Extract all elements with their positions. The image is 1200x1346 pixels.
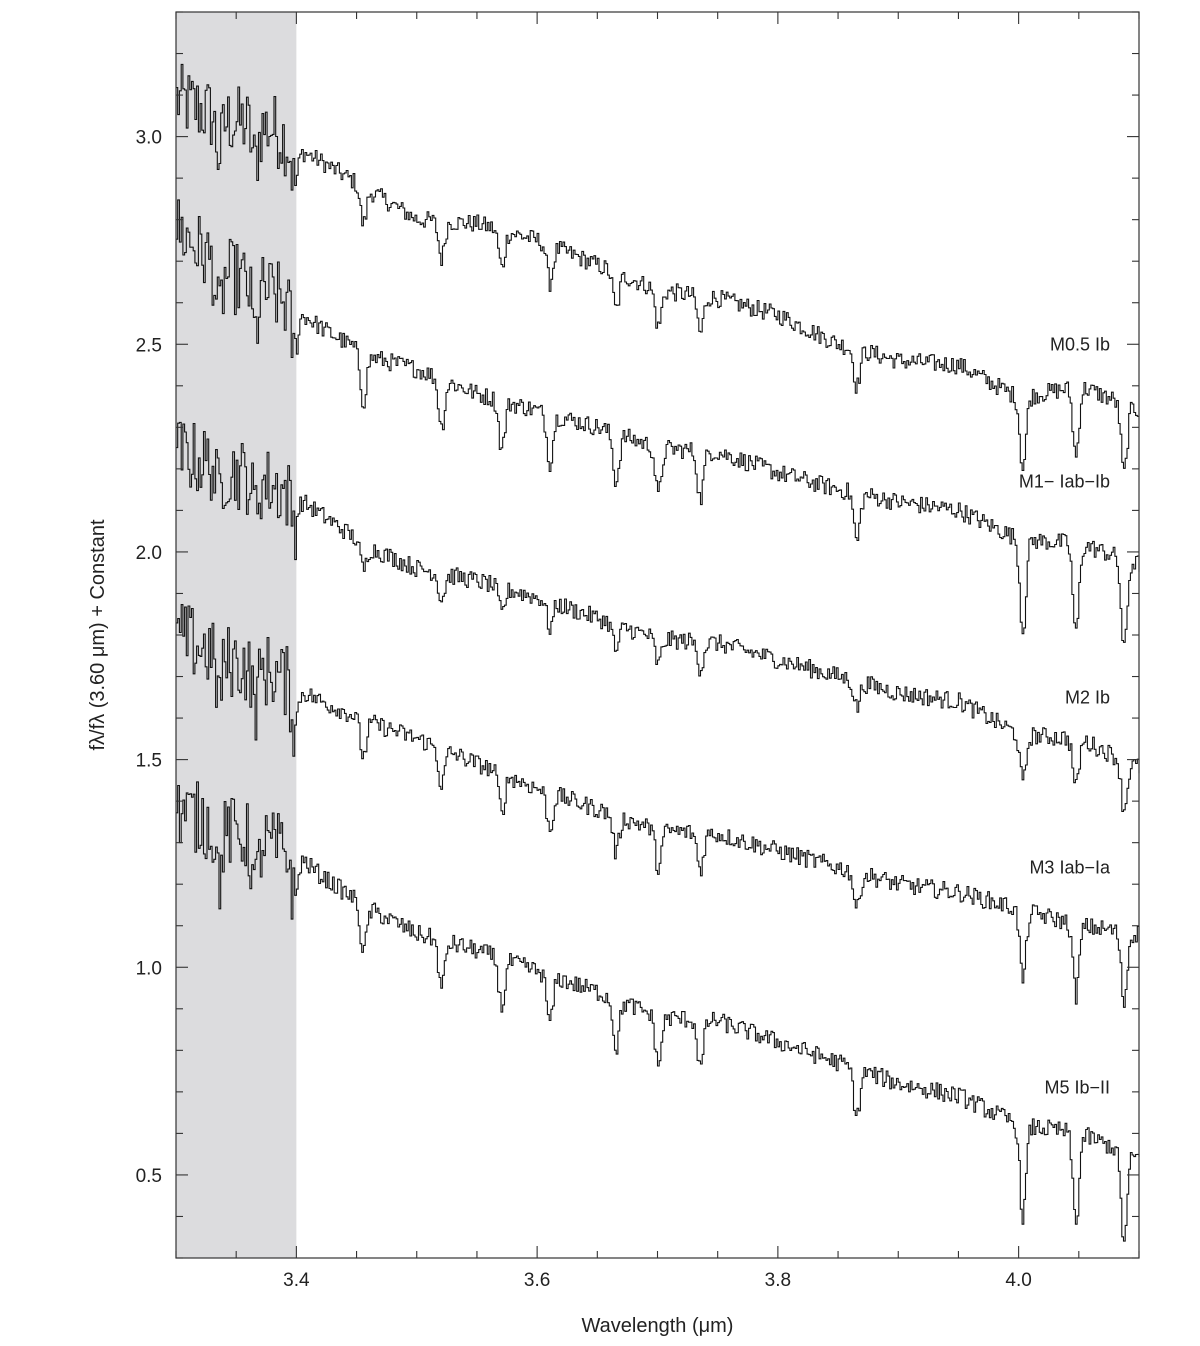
spectrum-line (176, 781, 1140, 1242)
y-tick-label: 2.0 (136, 543, 162, 564)
labels-group: 3.4 3.6 3.8 4.0 0.5 1.0 1.5 2.0 2.5 3.0 M0.5 Ib M1−… (136, 128, 1111, 1291)
y-tick-label: 1.5 (136, 751, 162, 772)
shaded-region (176, 12, 297, 1258)
series-label: M3 Iab−Ia (1029, 858, 1111, 878)
y-tick-label: 1.0 (136, 958, 162, 979)
y-tick-label: 3.0 (136, 128, 162, 149)
x-tick-label: 3.8 (765, 1270, 791, 1291)
x-tick-label: 3.6 (524, 1270, 550, 1291)
plot-frame (175, 11, 1140, 1259)
spectra-group (176, 63, 1140, 1242)
series-label: M5 Ib−II (1044, 1078, 1110, 1098)
spectrum-line (176, 421, 1140, 812)
y-tick-label: 0.5 (136, 1166, 162, 1187)
series-label: M0.5 Ib (1050, 334, 1110, 354)
y-axis-title: fλ/fλ (3.60 μm) + Constant (87, 519, 109, 750)
ticks-group (175, 11, 1140, 1259)
series-label: M2 Ib (1065, 687, 1110, 707)
x-axis-title: Wavelength (μm) (582, 1315, 734, 1337)
series-label: M1− Iab−Ib (1019, 471, 1110, 491)
x-tick-label: 4.0 (1005, 1270, 1031, 1291)
spectrum-line (176, 604, 1140, 1008)
spectrum-line (176, 199, 1140, 643)
spectrum-line (176, 63, 1139, 471)
y-tick-label: 2.5 (136, 335, 162, 356)
x-tick-label: 3.4 (283, 1270, 310, 1291)
